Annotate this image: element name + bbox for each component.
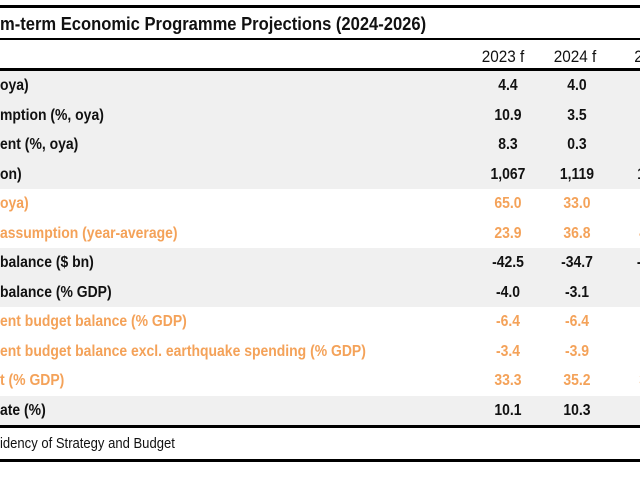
bottom-rule xyxy=(0,425,640,428)
top-rule xyxy=(0,5,640,8)
cell-value: -31 xyxy=(616,248,640,278)
cell-value: -4.0 xyxy=(495,283,521,301)
cell-value: 4.4 xyxy=(498,77,518,94)
cell-value: 36.8 xyxy=(563,224,591,242)
cell-value: 33.3 xyxy=(494,372,522,389)
row-label: ent budget balance excl. earthquake spen… xyxy=(0,342,366,360)
row-label: mption (%, oya) xyxy=(0,106,104,124)
table-row: balance ($ bn) -42.5 -34.7 -31 xyxy=(0,248,640,278)
cell-value: 35.2 xyxy=(563,372,591,389)
cell-value: 65.0 xyxy=(494,195,522,212)
cell-value: -3 xyxy=(616,307,640,337)
column-header-2024: 2024 f xyxy=(553,47,597,66)
cell-value: 9. xyxy=(616,396,640,426)
cell-value: 34 xyxy=(616,366,640,396)
cell-value: -3.4 xyxy=(495,342,521,360)
table-row: oya) 65.0 33.0 15 xyxy=(0,189,640,219)
table-row: assumption (year-average) 23.9 36.8 43 xyxy=(0,219,640,249)
table-row: oya) 4.4 4.0 4. xyxy=(0,71,640,101)
row-label: ent budget balance (% GDP) xyxy=(0,313,187,330)
row-label: balance ($ bn) xyxy=(0,254,94,271)
row-label: oya) xyxy=(0,77,29,94)
cell-value: -3.9 xyxy=(564,342,590,360)
cell-value: -34.7 xyxy=(561,254,593,271)
table-row: balance (% GDP) -4.0 -3.1 -2 xyxy=(0,277,640,308)
row-label: assumption (year-average) xyxy=(0,224,178,242)
column-header-2023: 2023 f xyxy=(481,47,525,66)
cell-value: 3.5 xyxy=(567,106,587,124)
cell-value: 15 xyxy=(616,189,640,219)
cell-value: 0. xyxy=(616,130,640,160)
table-title: m-term Economic Programme Projections (2… xyxy=(0,14,427,34)
table-row: mption (%, oya) 10.9 3.5 4. xyxy=(0,100,640,131)
table-row: ent budget balance (% GDP) -6.4 -6.4 -3 xyxy=(0,307,640,337)
table-row: ent budget balance excl. earthquake spen… xyxy=(0,337,640,367)
cell-value: 1,067 xyxy=(490,165,526,183)
cell-value: 10.1 xyxy=(494,401,522,419)
cell-value: 0.3 xyxy=(567,136,587,153)
cell-value: 4. xyxy=(616,71,640,101)
row-label: balance (% GDP) xyxy=(0,283,112,301)
row-label: oya) xyxy=(0,195,29,212)
row-label: ent (%, oya) xyxy=(0,136,79,153)
row-label: t (% GDP) xyxy=(0,372,65,389)
source-note: idency of Strategy and Budget xyxy=(0,436,175,452)
table-row: t (% GDP) 33.3 35.2 34 xyxy=(0,366,640,396)
title-rule xyxy=(0,38,640,40)
cell-value: 43 xyxy=(616,219,640,249)
cell-value: 4.0 xyxy=(567,77,587,94)
row-label: on) xyxy=(0,165,22,183)
cell-value: -2 xyxy=(616,337,640,367)
header-rule xyxy=(0,68,640,71)
table-row: ent (%, oya) 8.3 0.3 0. xyxy=(0,130,640,160)
cell-value: 10.3 xyxy=(563,401,591,419)
cell-value: 1,119 xyxy=(559,165,595,183)
cell-value: 10.9 xyxy=(494,106,522,124)
footer-rule xyxy=(0,459,640,462)
table-row: on) 1,067 1,119 1,2 xyxy=(0,159,640,190)
cell-value: -42.5 xyxy=(492,254,524,271)
cell-value: -6.4 xyxy=(564,313,590,330)
cell-value: 33.0 xyxy=(563,195,591,212)
cell-value: 23.9 xyxy=(494,224,522,242)
cell-value: 1,2 xyxy=(616,160,640,190)
column-header-2025: 202 xyxy=(616,42,640,68)
cell-value: 8.3 xyxy=(498,136,518,153)
row-label: ate (%) xyxy=(0,401,46,419)
cell-value: 4. xyxy=(616,101,640,131)
cell-value: -2 xyxy=(616,278,640,308)
cell-value: -3.1 xyxy=(564,283,590,301)
cell-value: -6.4 xyxy=(495,313,521,330)
table-row: ate (%) 10.1 10.3 9. xyxy=(0,395,640,426)
